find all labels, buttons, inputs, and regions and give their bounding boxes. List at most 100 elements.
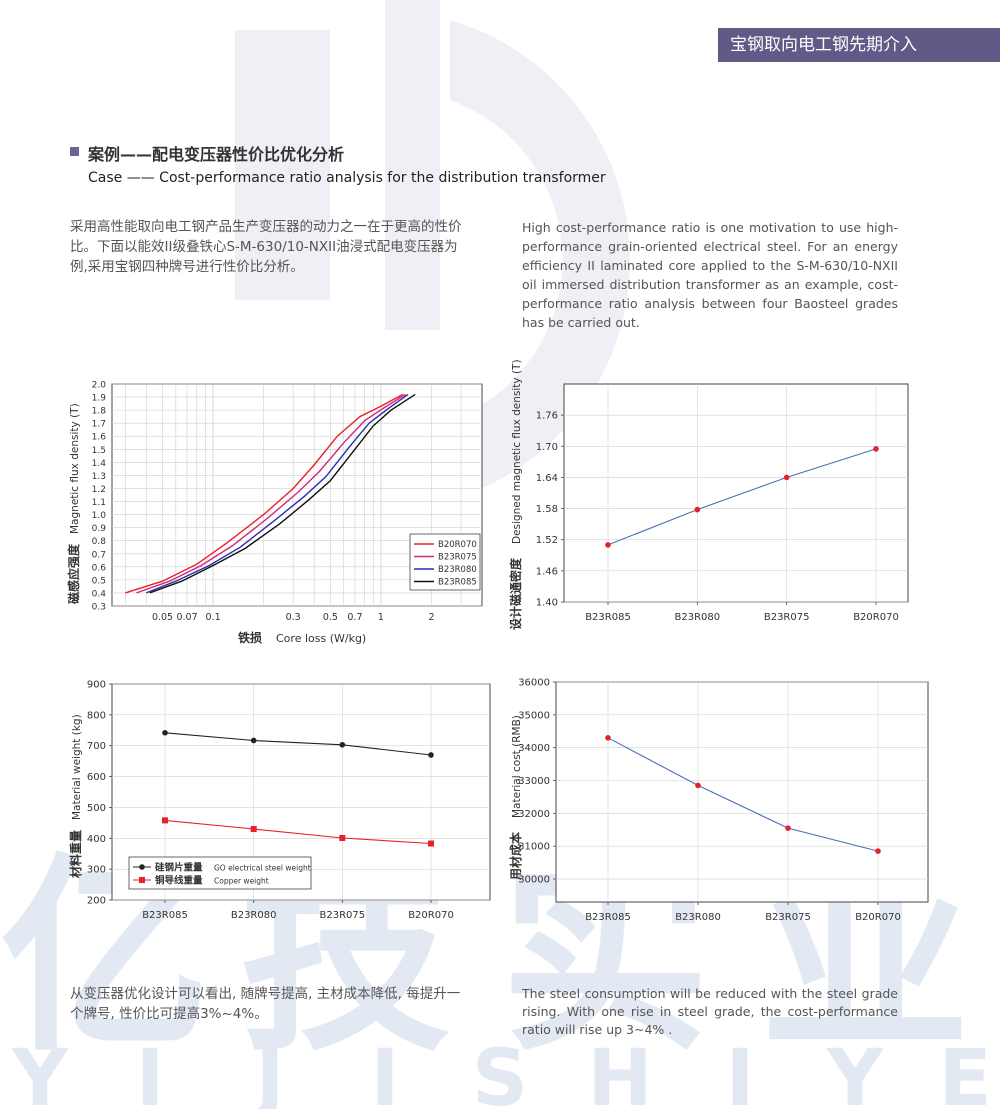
tick-label: 0.5	[92, 576, 106, 586]
tick-label: 0.4	[92, 589, 107, 599]
ylabel-zh: 用材成本	[508, 832, 523, 881]
watermark-letter: I	[725, 1034, 754, 1109]
tick-label: 0.07	[176, 612, 197, 623]
watermark-letter: E	[938, 1034, 991, 1109]
watermark-letter: I	[135, 1034, 164, 1109]
tick-label: 1.6	[92, 433, 107, 443]
data-point	[694, 506, 701, 513]
watermark-letter: I	[370, 1034, 399, 1109]
legend-marker	[139, 877, 145, 883]
legend-box	[128, 856, 312, 890]
legend-label-zh: 铜导线重量	[155, 875, 203, 887]
tick-label: 30000	[518, 875, 550, 886]
tick-label: 0.6	[92, 563, 107, 573]
ylabel-zh: 材料重量	[68, 830, 83, 879]
watermark-letter: Y	[11, 1034, 70, 1109]
tick-label: B23R075	[320, 910, 366, 921]
ylabel-en: Magnetic flux density (T)	[69, 403, 81, 534]
legend-label-en: Copper weight	[214, 877, 269, 886]
tick-label: 0.9	[92, 524, 107, 534]
tick-label: 0.05	[152, 612, 173, 623]
tick-label: B23R085	[585, 612, 631, 623]
watermark-logo-stem	[385, 0, 440, 330]
data-point	[875, 848, 881, 854]
tick-label: 700	[87, 741, 106, 752]
tick-label: 1.52	[536, 535, 558, 546]
legend-label: B23R080	[438, 565, 477, 575]
tick-label: 1.1	[92, 498, 106, 508]
ylabel-en: Designed magnetic flux density (T)	[511, 359, 523, 544]
xlabel-zh: 铁损	[238, 630, 262, 645]
series-line-b23r080	[146, 393, 409, 594]
tick-label: 35000	[518, 710, 550, 721]
design-flux-chart: 设计磁通密度 Designed magnetic flux density (T…	[508, 359, 909, 630]
section-bullet	[70, 147, 79, 156]
section-title-en: Case —— Cost-performance ratio analysis …	[88, 170, 606, 186]
tick-label: 800	[87, 710, 106, 721]
tick-label: 2.0	[92, 381, 107, 391]
intro-text-zh: 采用高性能取向电工钢产品生产变压器的动力之一在于更高的性价比。下面以能效II级叠…	[70, 219, 462, 275]
data-point	[162, 817, 168, 824]
plot-area	[563, 383, 909, 603]
data-point	[783, 474, 790, 481]
ylabel-en: Material weight (kg)	[71, 714, 83, 820]
tick-label: 400	[87, 834, 106, 845]
watermark-letter: J	[250, 1034, 284, 1109]
tick-label: B20R070	[853, 612, 899, 623]
tick-label: B20R070	[408, 910, 454, 921]
material-cost-chart: 用材成本 Material cost (RMB) 36000 35000 34000…	[508, 678, 929, 923]
watermark-letter: H	[587, 1034, 652, 1109]
tick-label: B23R075	[765, 912, 811, 923]
series-line-b23r085	[149, 393, 416, 594]
legend-label: B20R070	[438, 540, 477, 550]
legend-label: B23R085	[438, 578, 477, 588]
conclusion-text-zh: 从变压器优化设计可以看出, 随牌号提高, 主材成本降低, 每提升一个牌号, 性价…	[70, 986, 461, 1022]
tick-label: B23R075	[764, 612, 810, 623]
xlabel-en: Core loss (W/kg)	[276, 632, 366, 645]
data-point	[428, 752, 434, 758]
data-point	[605, 542, 611, 548]
material-weight-chart: 材料重量 Material weight (kg) 900 800 700 600 50…	[68, 680, 491, 921]
data-point	[339, 834, 346, 841]
tick-label: 0.7	[92, 550, 106, 560]
tick-label: B23R080	[675, 612, 721, 623]
tick-label: 200	[87, 896, 106, 907]
tick-label: 0.8	[92, 537, 107, 547]
tick-label: 1	[378, 612, 384, 623]
tick-label: 1.7	[92, 420, 106, 430]
tick-label: B23R080	[231, 910, 277, 921]
series-line	[164, 819, 432, 845]
data-point	[162, 729, 168, 736]
tick-label: 1.40	[536, 598, 558, 609]
tick-label: 500	[87, 803, 106, 814]
tick-label: 1.4	[92, 459, 107, 469]
legend-label-en: GO electrical steel weight	[214, 864, 311, 873]
tick-label: 0.5	[323, 612, 338, 623]
tick-label: 1.9	[92, 394, 107, 404]
data-point	[428, 840, 434, 847]
data-point	[339, 741, 346, 748]
ylabel-en: Material cost (RMB)	[511, 715, 523, 818]
series-line	[164, 732, 432, 756]
data-point	[250, 737, 257, 744]
ylabel-zh: 磁感应强度	[66, 543, 81, 605]
data-point	[250, 826, 257, 833]
legend-label: B23R075	[438, 553, 477, 563]
header-title: 宝钢取向电工钢先期介入	[718, 28, 1000, 62]
tick-label: 31000	[518, 842, 550, 853]
tick-label: 0.3	[92, 603, 106, 613]
tick-label: 1.5	[92, 446, 106, 456]
tick-label: 600	[87, 772, 106, 783]
tick-label: 0.1	[206, 612, 221, 623]
watermark-letter: S	[472, 1034, 528, 1109]
series-line	[607, 448, 877, 546]
tick-label: 0.3	[286, 612, 301, 623]
tick-label: 36000	[518, 678, 550, 689]
legend-marker	[139, 864, 145, 870]
data-point	[785, 825, 791, 831]
tick-label: B23R085	[142, 910, 188, 921]
series-line-b20r070	[125, 393, 404, 594]
tick-label: 1.58	[536, 504, 558, 515]
tick-label: 34000	[518, 743, 550, 754]
tick-label: 2	[428, 612, 434, 623]
